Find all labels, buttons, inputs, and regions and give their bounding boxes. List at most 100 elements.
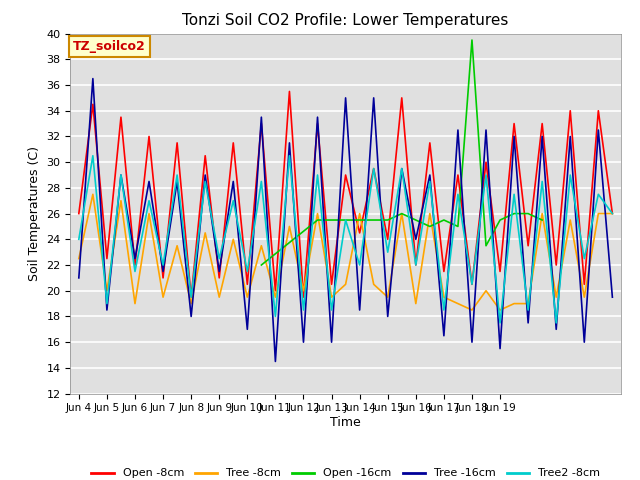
Tree2 -8cm — [229, 198, 237, 204]
Tree2 -8cm — [159, 262, 167, 268]
Tree2 -8cm — [524, 307, 532, 313]
Tree2 -8cm — [426, 179, 434, 184]
X-axis label: Time: Time — [330, 416, 361, 429]
Tree -8cm — [496, 307, 504, 313]
Tree2 -8cm — [398, 166, 406, 171]
Open -16cm — [440, 217, 448, 223]
Tree2 -8cm — [145, 198, 153, 204]
Open -8cm — [159, 275, 167, 281]
Tree2 -8cm — [314, 172, 321, 178]
Tree2 -8cm — [580, 256, 588, 262]
Open -8cm — [482, 159, 490, 165]
Open -8cm — [426, 140, 434, 146]
Open -8cm — [510, 121, 518, 127]
Open -8cm — [271, 288, 279, 294]
Open -16cm — [412, 217, 420, 223]
Tree -16cm — [370, 95, 378, 101]
Tree -16cm — [75, 275, 83, 281]
Tree -8cm — [398, 211, 406, 216]
Tree2 -8cm — [510, 192, 518, 197]
Tree -16cm — [131, 256, 139, 262]
Open -16cm — [426, 224, 434, 229]
Open -8cm — [229, 140, 237, 146]
Line: Tree2 -8cm: Tree2 -8cm — [79, 156, 612, 323]
Tree2 -8cm — [356, 262, 364, 268]
Tree -8cm — [131, 300, 139, 307]
Tree2 -8cm — [468, 281, 476, 287]
Open -8cm — [524, 243, 532, 249]
Open -8cm — [384, 237, 392, 242]
Open -8cm — [75, 211, 83, 216]
Tree -8cm — [257, 243, 265, 249]
Tree -16cm — [468, 339, 476, 345]
Open -16cm — [257, 262, 265, 268]
Tree -8cm — [426, 211, 434, 216]
Tree2 -8cm — [173, 172, 181, 178]
Tree -16cm — [356, 307, 364, 313]
Tree -8cm — [188, 300, 195, 307]
Tree -16cm — [566, 133, 574, 139]
Open -8cm — [257, 121, 265, 127]
Tree -16cm — [117, 172, 125, 178]
Open -8cm — [173, 140, 181, 146]
Tree -8cm — [243, 294, 251, 300]
Open -8cm — [595, 108, 602, 114]
Tree -16cm — [285, 140, 293, 146]
Open -8cm — [145, 133, 153, 139]
Open -8cm — [202, 153, 209, 158]
Tree2 -8cm — [188, 294, 195, 300]
Tree2 -8cm — [454, 192, 462, 197]
Open -8cm — [328, 281, 335, 287]
Open -8cm — [398, 95, 406, 101]
Tree2 -8cm — [103, 300, 111, 307]
Tree2 -8cm — [482, 172, 490, 178]
Tree -16cm — [243, 326, 251, 332]
Tree -8cm — [510, 300, 518, 307]
Tree2 -8cm — [440, 307, 448, 313]
Tree -16cm — [173, 179, 181, 184]
Tree2 -8cm — [538, 179, 546, 184]
Open -16cm — [482, 243, 490, 249]
Tree -16cm — [510, 133, 518, 139]
Open -8cm — [538, 121, 546, 127]
Open -8cm — [552, 262, 560, 268]
Tree -8cm — [202, 230, 209, 236]
Tree -16cm — [496, 346, 504, 351]
Tree -16cm — [552, 326, 560, 332]
Tree -16cm — [103, 307, 111, 313]
Tree2 -8cm — [609, 211, 616, 216]
Open -16cm — [314, 217, 321, 223]
Open -16cm — [328, 217, 335, 223]
Tree -8cm — [524, 300, 532, 307]
Open -16cm — [356, 217, 364, 223]
Tree -8cm — [566, 217, 574, 223]
Tree -16cm — [328, 339, 335, 345]
Open -8cm — [243, 281, 251, 287]
Open -8cm — [103, 256, 111, 262]
Line: Tree -8cm: Tree -8cm — [79, 194, 612, 310]
Tree2 -8cm — [342, 217, 349, 223]
Tree -8cm — [482, 288, 490, 294]
Tree -16cm — [257, 114, 265, 120]
Tree -8cm — [412, 300, 420, 307]
Open -8cm — [285, 89, 293, 95]
Open -16cm — [454, 224, 462, 229]
Open -16cm — [370, 217, 378, 223]
Tree -8cm — [454, 300, 462, 307]
Tree2 -8cm — [370, 166, 378, 171]
Tree2 -8cm — [257, 179, 265, 184]
Tree -8cm — [370, 281, 378, 287]
Tree -16cm — [398, 166, 406, 171]
Open -8cm — [566, 108, 574, 114]
Tree -16cm — [482, 127, 490, 133]
Tree2 -8cm — [75, 237, 83, 242]
Tree -16cm — [609, 294, 616, 300]
Tree -16cm — [426, 172, 434, 178]
Tree -8cm — [285, 224, 293, 229]
Tree -8cm — [595, 211, 602, 216]
Line: Tree -16cm: Tree -16cm — [79, 79, 612, 361]
Open -8cm — [580, 281, 588, 287]
Tree -8cm — [89, 192, 97, 197]
Tree -8cm — [384, 294, 392, 300]
Tree -8cm — [468, 307, 476, 313]
